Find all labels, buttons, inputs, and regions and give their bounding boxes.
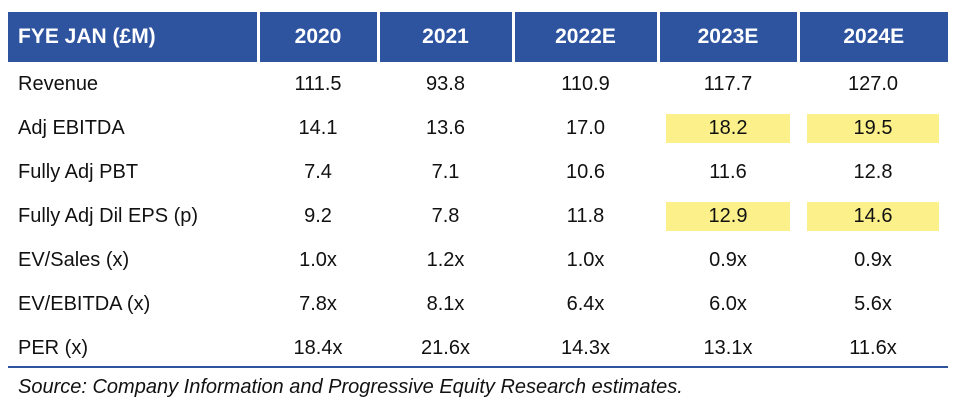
header-2021: 2021 [378, 12, 515, 62]
row-label: EV/Sales (x) [18, 248, 130, 271]
cell: 18.4x [293, 336, 343, 359]
header-2022e: 2022E [513, 12, 660, 62]
cell: 13.6 [426, 116, 465, 139]
header-2020: 2020 [258, 12, 380, 62]
cell: 9.2 [304, 204, 332, 227]
cell: 7.1 [431, 160, 460, 183]
cell: 17.0 [566, 116, 605, 139]
cell: 6.0x [709, 292, 747, 315]
table-row-ev-ebitda: EV/EBITDA (x) 7.8x 8.1x 6.4x 6.0x 5.6x [8, 282, 948, 326]
cell: 8.1x [426, 292, 465, 315]
row-label: Fully Adj Dil EPS (p) [18, 204, 199, 227]
row-label: Fully Adj PBT [18, 160, 139, 183]
cell: 12.8 [853, 160, 893, 183]
table-row-fully-adj-pbt: Fully Adj PBT 7.4 7.1 10.6 11.6 12.8 [8, 150, 948, 194]
cell: 1.0x [299, 248, 337, 271]
cell: 11.6 [709, 160, 747, 183]
highlight-value: 19.5 [807, 113, 939, 143]
row-label: Adj EBITDA [18, 116, 125, 139]
cell-highlighted: 12.9 [658, 194, 798, 238]
header-2023e: 2023E [658, 12, 800, 62]
cell-highlighted: 18.2 [658, 106, 798, 150]
cell: 7.8 [431, 204, 460, 227]
cell: 5.6x [854, 292, 892, 315]
table-row-per: PER (x) 18.4x 21.6x 14.3x 13.1x 11.6x [8, 326, 948, 370]
cell-highlighted: 14.6 [798, 194, 948, 238]
cell: 14.3x [561, 336, 610, 359]
cell: 14.1 [298, 116, 338, 139]
row-label: EV/EBITDA (x) [18, 292, 151, 315]
cell: 6.4x [566, 292, 605, 315]
cell-highlighted: 19.5 [798, 106, 948, 150]
cell: 117.7 [703, 72, 753, 95]
cell: 0.9x [854, 248, 892, 271]
financial-table: FYE JAN (£M) 2020 2021 2022E 2023E 2024E… [8, 12, 948, 370]
cell: 13.1x [703, 336, 753, 359]
source-note: Source: Company Information and Progress… [18, 376, 683, 398]
cell: 11.8 [566, 204, 605, 227]
highlight-value: 14.6 [807, 201, 939, 231]
header-2024e: 2024E [843, 25, 905, 48]
cell: 110.9 [561, 72, 610, 95]
table-row-revenue: Revenue 111.5 93.8 110.9 117.7 127.0 [8, 62, 948, 106]
table-header-row: FYE JAN (£M) 2020 2021 2022E 2023E 2024E [8, 12, 948, 62]
row-label: PER (x) [18, 336, 88, 359]
table-row-fully-adj-dil-eps: Fully Adj Dil EPS (p) 9.2 7.8 11.8 12.9 … [8, 194, 948, 238]
highlight-value: 18.2 [666, 113, 790, 143]
header-label: FYE JAN (£M) [8, 12, 260, 62]
cell: 1.2x [426, 248, 465, 271]
cell: 7.8x [299, 292, 337, 315]
cell: 21.6x [421, 336, 470, 359]
cell: 127.0 [847, 72, 899, 95]
cell: 93.8 [426, 72, 465, 95]
cell: 10.6 [566, 160, 605, 183]
cell: 111.5 [294, 72, 342, 95]
bottom-rule [8, 366, 948, 368]
cell: 7.4 [304, 160, 332, 183]
row-label: Revenue [18, 72, 99, 95]
table-row-ev-sales: EV/Sales (x) 1.0x 1.2x 1.0x 0.9x 0.9x [8, 238, 948, 282]
table-row-adj-ebitda: Adj EBITDA 14.1 13.6 17.0 18.2 19.5 [8, 106, 948, 150]
cell: 1.0x [566, 248, 605, 271]
highlight-value: 12.9 [666, 201, 790, 231]
cell: 11.6x [849, 336, 897, 359]
cell: 0.9x [709, 248, 747, 271]
